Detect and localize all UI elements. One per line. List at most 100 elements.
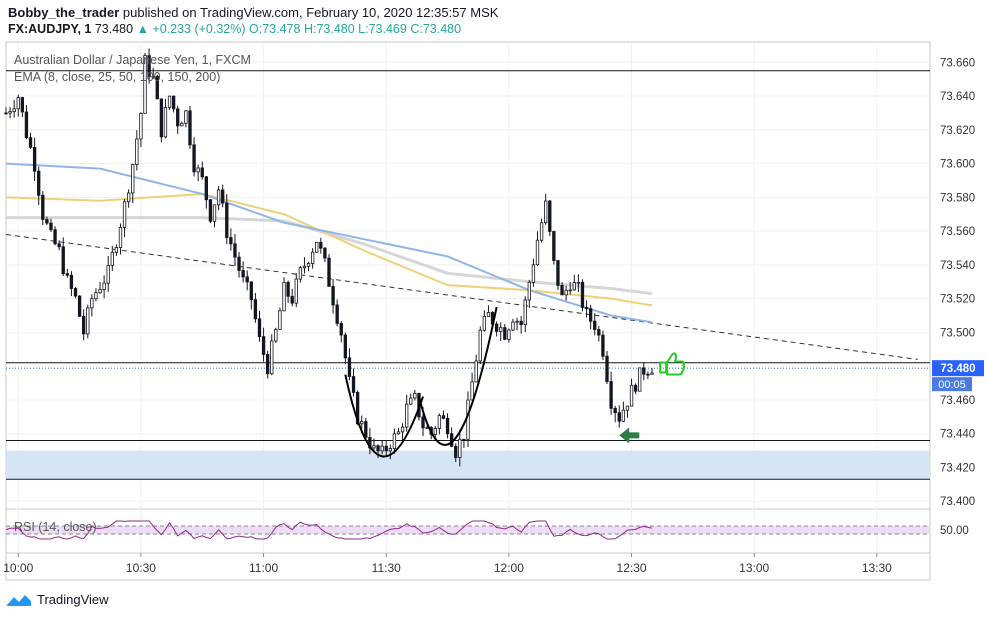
candle-body (351, 376, 356, 393)
candle-body (32, 146, 37, 172)
candle-body (290, 295, 294, 304)
candle-body (229, 237, 233, 245)
candle-body (396, 431, 401, 435)
candle-body (159, 98, 164, 138)
candle-body (69, 274, 74, 289)
candle-body (388, 448, 392, 452)
candle-body (315, 242, 319, 253)
candle-body (86, 307, 90, 335)
candle-body (413, 392, 417, 399)
candle-body (216, 189, 221, 206)
candle-body (548, 200, 552, 232)
candle-body (61, 246, 65, 275)
pattern-arc-right (417, 306, 498, 446)
candle-body (347, 357, 352, 377)
candle-body (167, 95, 172, 108)
candle-body (4, 112, 8, 115)
candle-body (323, 247, 327, 259)
thumbs-up-icon (659, 352, 686, 376)
candle-body (335, 304, 339, 324)
y-tick-label: 73.440 (940, 429, 975, 441)
candle-body (24, 111, 29, 139)
y-tick-label: 73.600 (940, 159, 975, 171)
candle-body (556, 260, 560, 286)
footer-brand-label: TradingView (37, 592, 109, 607)
y-tick-label: 73.580 (940, 192, 975, 204)
candle-body (28, 137, 33, 148)
candle-body (474, 360, 478, 383)
price-change: ▲ +0.233 (+0.32%) (136, 22, 246, 36)
y-tick-label: 73.620 (940, 125, 975, 137)
footer-brand[interactable]: TradingView (6, 592, 109, 607)
candle-body (126, 192, 131, 203)
candle-body (646, 373, 650, 376)
candle-body (449, 433, 454, 447)
candle-body (204, 176, 209, 201)
candle-body (572, 282, 576, 291)
y-tick-label: 73.420 (940, 462, 975, 474)
candle-body (544, 200, 548, 224)
candle-body (531, 264, 536, 283)
y-tick-label: 73.540 (940, 260, 975, 272)
candle-body (527, 281, 531, 301)
candle-body (225, 202, 229, 238)
candle-body (163, 106, 168, 138)
candle-body (593, 320, 597, 330)
y-tick-label: 73.660 (940, 57, 975, 69)
candle-body (466, 399, 470, 440)
pattern-arc-left (344, 374, 424, 458)
publish-header: Bobby_the_trader published on TradingVie… (8, 5, 498, 20)
rsi-legend: RSI (14, close) (14, 520, 97, 534)
x-tick-label: 10:30 (126, 561, 156, 575)
candle-body (180, 122, 184, 127)
y-tick-label: 73.500 (940, 327, 975, 339)
rsi-line (5, 520, 653, 540)
candle-body (319, 242, 323, 249)
candle-body (253, 299, 258, 320)
candle-body (552, 231, 556, 261)
candle-body (343, 334, 348, 359)
candle-body (306, 263, 311, 267)
candle-body (470, 381, 474, 401)
y-tick-label: 73.640 (940, 91, 975, 103)
candle-body (12, 108, 16, 113)
candle-body (94, 292, 98, 300)
x-tick-label: 12:00 (494, 561, 524, 575)
candle-body (176, 108, 180, 127)
candle-body (249, 281, 253, 301)
candle-body (286, 282, 290, 297)
last-price: 73.480 (94, 22, 134, 36)
candle-body (629, 384, 634, 407)
candle-body (650, 372, 654, 375)
y-tick-label: 73.460 (940, 395, 975, 407)
candle-body (8, 111, 12, 114)
x-tick-label: 10:00 (3, 561, 33, 575)
candle-body (270, 340, 274, 375)
candle-body (372, 445, 376, 449)
candle-body (171, 95, 176, 110)
author-name[interactable]: Bobby_the_trader (8, 5, 120, 20)
ohlc-open: O:73.478 (249, 22, 301, 36)
last-price-badge (932, 360, 984, 377)
candle-body (507, 329, 511, 340)
candle-body (41, 194, 45, 220)
green-arrow-icon (619, 427, 640, 444)
candle-body (539, 222, 544, 241)
candle-body (605, 355, 609, 382)
candle-body (482, 315, 487, 331)
last-price-label: 73.480 (940, 363, 975, 375)
candle-body (355, 392, 360, 425)
candle-body (437, 415, 442, 429)
candle-body (278, 310, 282, 330)
candle-body (535, 239, 540, 266)
x-tick-label: 13:30 (862, 561, 892, 575)
candle-body (294, 278, 298, 304)
candle-body (421, 416, 425, 429)
symbol: FX:AUDJPY, 1 (8, 22, 92, 36)
trendline (5, 233, 918, 360)
candle-body (380, 445, 384, 452)
candle-body (45, 219, 49, 224)
y-tick-label: 73.520 (940, 294, 975, 306)
candle-body (310, 251, 315, 264)
